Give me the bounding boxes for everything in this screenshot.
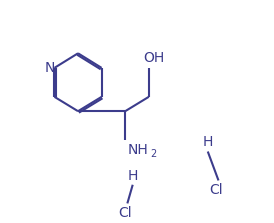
Text: OH: OH — [143, 51, 165, 65]
Text: NH: NH — [127, 143, 148, 157]
Text: N: N — [45, 61, 55, 75]
Text: Cl: Cl — [210, 183, 223, 197]
Text: H: H — [127, 169, 138, 183]
Text: 2: 2 — [150, 149, 156, 159]
Text: H: H — [202, 135, 213, 149]
Text: Cl: Cl — [118, 206, 132, 220]
